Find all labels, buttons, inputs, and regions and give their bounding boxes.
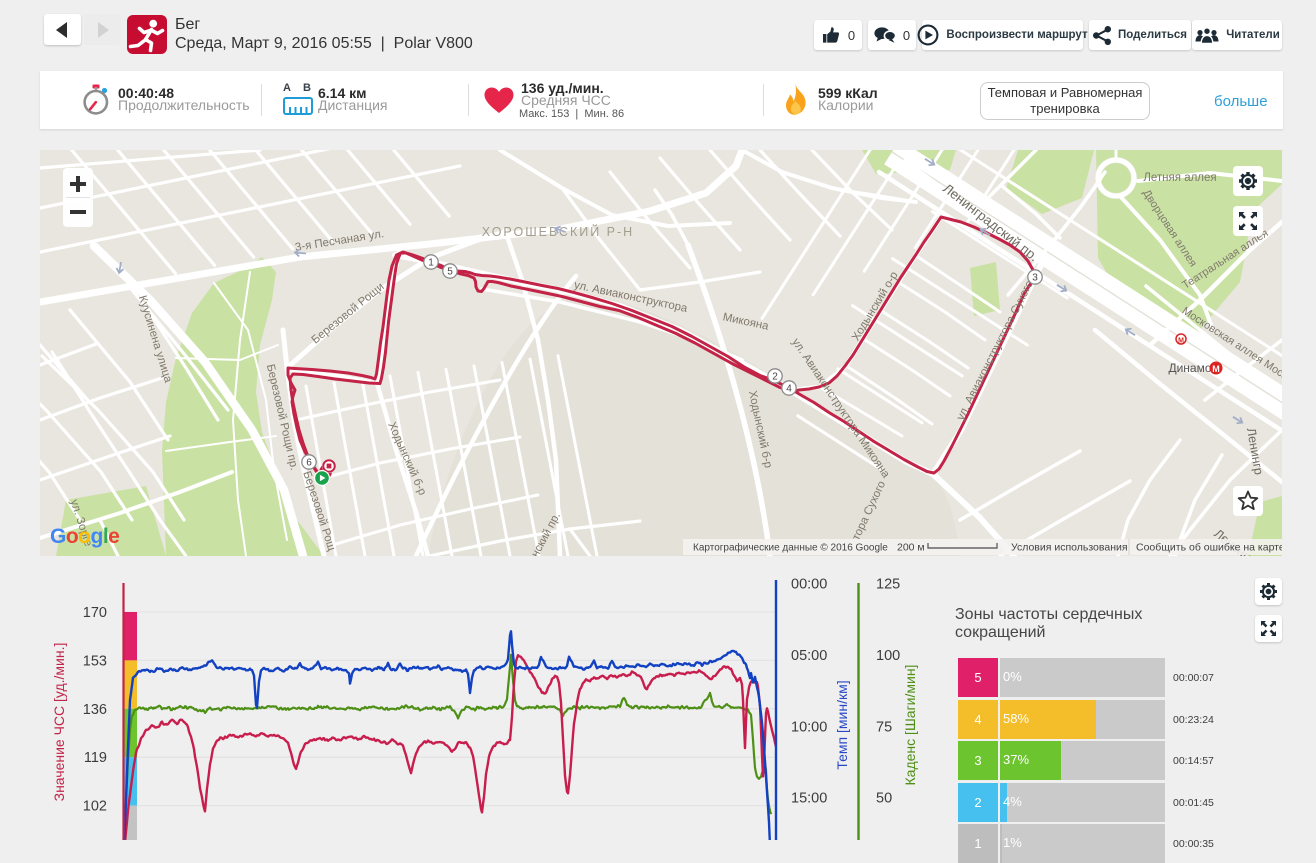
svg-text:136: 136 [83,702,107,718]
svg-text:Летняя аллея: Летняя аллея [1143,172,1216,184]
svg-text:М: М [1212,364,1220,374]
svg-text:00:00: 00:00 [791,577,827,593]
svg-text:153: 153 [83,653,107,669]
svg-text:05:00: 05:00 [791,648,827,664]
svg-text:4: 4 [786,384,792,395]
svg-text:6: 6 [306,458,312,469]
svg-text:Сообщить об ошибке на карте: Сообщить об ошибке на карте [1136,542,1282,554]
svg-text:Динамо: Динамо [1168,361,1211,375]
svg-text:100: 100 [876,648,900,664]
svg-text:75: 75 [876,719,892,735]
svg-text:Каденс [Шаги/мин]: Каденс [Шаги/мин] [902,665,918,786]
svg-text:1: 1 [428,258,434,269]
svg-text:15:00: 15:00 [791,791,827,807]
svg-text:2: 2 [772,372,778,383]
svg-text:Google: Google [50,525,119,548]
svg-text:200 м: 200 м [897,542,925,554]
svg-text:5: 5 [447,267,453,278]
svg-text:10:00: 10:00 [791,719,827,735]
svg-text:50: 50 [876,791,892,807]
svg-text:М: М [1178,338,1184,345]
svg-text:102: 102 [83,799,107,815]
svg-text:3: 3 [1032,273,1038,284]
svg-text:119: 119 [84,750,107,766]
svg-text:Условия использования: Условия использования [1011,542,1128,554]
svg-text:170: 170 [83,605,107,621]
svg-text:Картографические данные © 2016: Картографические данные © 2016 Google [693,542,888,554]
svg-text:125: 125 [876,577,900,593]
svg-text:Значение ЧСС [уд./мин.]: Значение ЧСС [уд./мин.] [51,643,67,802]
svg-text:Темп [мин/км]: Темп [мин/км] [834,680,850,769]
